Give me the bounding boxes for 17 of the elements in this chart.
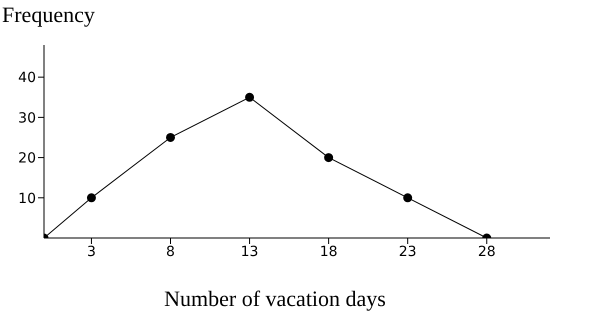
y-tick-label: 10 — [18, 190, 36, 207]
point — [245, 92, 254, 102]
x-tick-label: 28 — [478, 244, 496, 260]
y-tick-label: 20 — [18, 150, 36, 167]
y-tick-label: 30 — [18, 110, 36, 126]
x-axis-title: Number of vacation days — [163, 286, 387, 312]
x-tick-label: 13 — [240, 244, 258, 260]
x-tick-label: 8 — [166, 244, 175, 260]
y-tick-label: 40 — [18, 70, 36, 86]
x-tick-label: 23 — [398, 244, 417, 260]
y-axis-title: Frequency — [2, 2, 95, 28]
point — [86, 193, 96, 202]
x-tick-label: 18 — [320, 244, 338, 260]
point — [324, 153, 334, 162]
point — [403, 193, 412, 202]
x-tick-label: 3 — [86, 244, 96, 260]
point — [166, 132, 175, 142]
